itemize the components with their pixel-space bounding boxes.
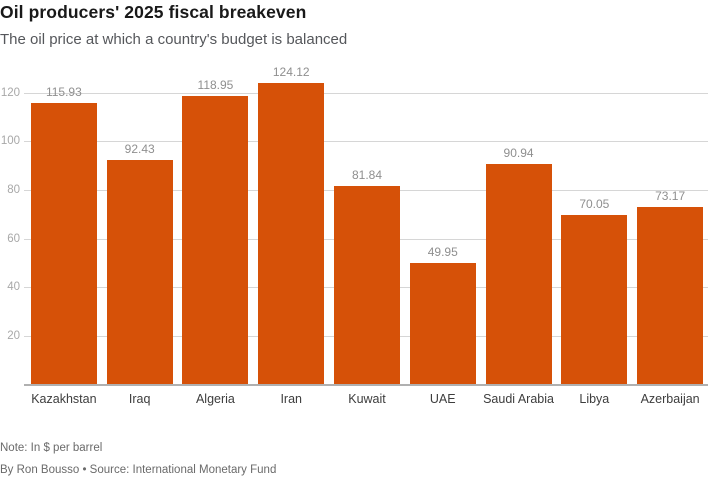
bar (182, 95, 249, 385)
bar-value-label: 81.84 (351, 167, 383, 182)
y-axis-tick-label: 80 (7, 183, 20, 196)
bar-value-label: 73.17 (655, 188, 686, 203)
bar-value-label: 49.95 (427, 245, 458, 260)
bar-value-label: 90.94 (503, 145, 534, 160)
y-axis-tick-label: 60 (7, 232, 20, 245)
x-category-label: Iran (280, 392, 302, 406)
footer-note: Note: In $ per barrel (0, 442, 103, 454)
x-category-label: UAE (429, 392, 456, 406)
bar-value-label: 124.12 (272, 64, 310, 79)
bar-value-label: 70.05 (579, 196, 610, 211)
bar-value-label: 118.95 (197, 77, 234, 92)
x-category-label: Libya (579, 392, 610, 406)
y-axis-tick-label: 40 (7, 281, 20, 294)
y-axis-tick-label: 100 (0, 135, 20, 148)
bar (258, 82, 325, 385)
y-gridline (24, 141, 708, 143)
x-category-label: Azerbaijan (640, 392, 700, 406)
x-category-label: Kuwait (348, 392, 386, 406)
x-axis-line (24, 384, 708, 386)
bar-value-label: 92.43 (124, 142, 155, 157)
y-axis-tick-label: 20 (7, 329, 20, 342)
x-category-label: Saudi Arabia (483, 392, 554, 406)
chart-title: Oil producers' 2025 fiscal breakeven (0, 2, 307, 22)
chart-subtitle: The oil price at which a country's budge… (0, 31, 348, 48)
bar-value-label: 115.93 (45, 84, 82, 99)
x-category-label: Kazakhstan (31, 392, 97, 406)
bar (409, 263, 476, 385)
bar (30, 102, 97, 385)
x-category-label: Algeria (195, 392, 235, 406)
bar (334, 185, 400, 385)
bar (485, 163, 552, 385)
y-axis-tick-label: 120 (0, 86, 20, 99)
bar (106, 160, 173, 385)
bar (561, 214, 628, 385)
x-category-label: Iraq (128, 392, 151, 406)
bar (637, 206, 704, 385)
y-gridline (24, 92, 708, 94)
footer-byline: By Ron Bousso • Source: International Mo… (0, 464, 277, 476)
